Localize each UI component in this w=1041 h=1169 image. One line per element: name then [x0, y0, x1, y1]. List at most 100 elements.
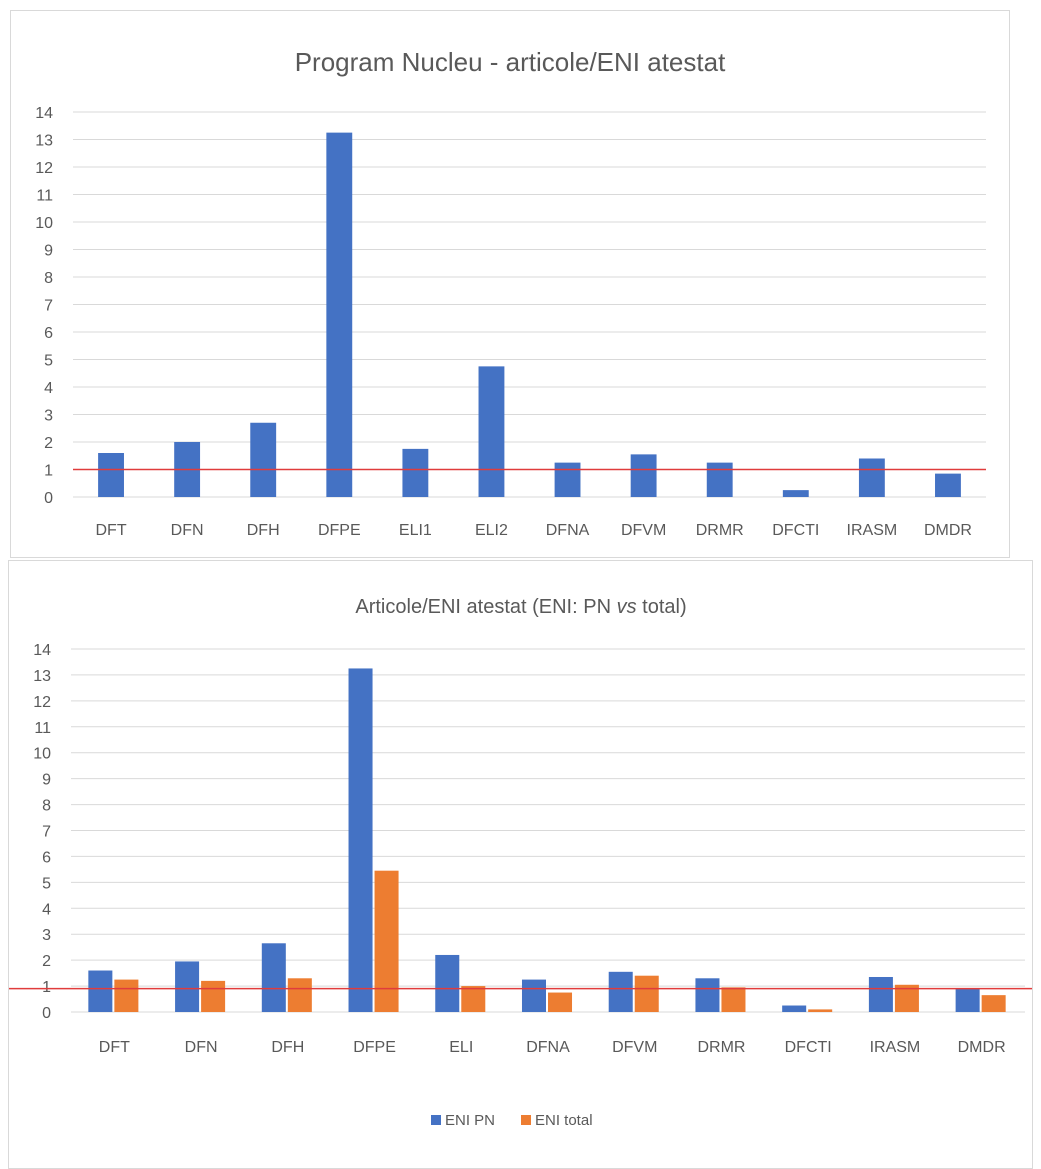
bar-dfcti: [782, 490, 809, 497]
y-tick-label: 13: [35, 133, 53, 150]
chart2-x-axis: DFT DFN DFH DFPE ELI DFNA DFVM DRMR DFCTI IRASM DM…: [99, 1039, 1006, 1056]
x-tick-label: ELI1: [399, 522, 432, 539]
bar-dfpe: [326, 132, 353, 497]
bar-dfna-s1: [521, 979, 546, 1012]
x-tick-label: DFVM: [612, 1039, 657, 1056]
y-tick-label: 10: [33, 746, 51, 763]
bar-dfvm: [630, 454, 657, 497]
chart1-title: Program Nucleu - articole/ENI atestat: [295, 47, 726, 77]
chart1-svg: Program Nucleu - articole/ENI atestat 0 1…: [35, 47, 986, 539]
y-tick-label: 7: [42, 824, 51, 841]
bar-dfh-s2: [287, 978, 312, 1012]
x-tick-label: DRMR: [696, 522, 744, 539]
x-tick-label: IRASM: [847, 522, 898, 539]
chart1-bars: [98, 132, 961, 497]
bar-drmr-s2: [721, 987, 746, 1012]
bar-dfvm-s1: [608, 971, 633, 1012]
bar-dfh-s1: [261, 943, 286, 1012]
y-tick-label: 6: [44, 325, 53, 342]
y-tick-label: 2: [42, 953, 51, 970]
chart-program-nucleu: Program Nucleu - articole/ENI atestat 0 1…: [10, 10, 1010, 558]
legend-swatch: [521, 1115, 531, 1125]
bar-dft: [98, 453, 124, 497]
x-tick-label: DFH: [271, 1039, 304, 1056]
y-tick-label: 14: [35, 105, 53, 122]
x-tick-label: DFT: [95, 522, 126, 539]
y-tick-label: 3: [42, 927, 51, 944]
bar-eli-s1: [435, 954, 460, 1012]
x-tick-label: DFCTI: [772, 522, 819, 539]
x-tick-label: DMDR: [924, 522, 972, 539]
bar-eli1: [402, 448, 429, 497]
x-tick-label: DRMR: [697, 1039, 745, 1056]
bar-irasm: [858, 458, 885, 497]
y-tick-label: 2: [44, 435, 53, 452]
chart1-gridlines: [73, 111, 986, 498]
legend-label: ENI total: [535, 1112, 593, 1129]
y-tick-label: 11: [36, 188, 53, 205]
y-tick-label: 6: [42, 849, 51, 866]
y-tick-label: 10: [35, 215, 53, 232]
chart2-svg: Articole/ENI atestat (ENI: PN vs total) …: [9, 596, 1032, 1129]
x-tick-label: DFCTI: [785, 1039, 832, 1056]
bar-eli-s2: [461, 986, 486, 1012]
y-tick-label: 14: [33, 642, 51, 659]
bar-dfn-s1: [175, 961, 200, 1012]
x-tick-label: ELI2: [475, 522, 508, 539]
y-tick-label: 0: [44, 490, 53, 507]
bar-dfcti-s1: [782, 1005, 807, 1012]
bar-irasm-s1: [868, 976, 893, 1012]
y-tick-label: 1: [42, 979, 51, 996]
chart-articole-eni: Articole/ENI atestat (ENI: PN vs total) …: [8, 560, 1033, 1169]
y-tick-label: 8: [42, 798, 51, 815]
chart2-bars: [88, 668, 1006, 1012]
bar-dmdr-s1: [955, 988, 980, 1012]
bar-drmr: [706, 462, 733, 497]
x-tick-label: ELI: [449, 1039, 473, 1056]
chart2-legend: ENI PN ENI total: [431, 1112, 593, 1129]
x-tick-label: DFNA: [526, 1039, 570, 1056]
x-tick-label: DFN: [171, 522, 204, 539]
y-tick-label: 0: [42, 1005, 51, 1022]
x-tick-label: DFVM: [621, 522, 666, 539]
bar-dfpe-s1: [348, 668, 373, 1012]
y-tick-label: 5: [44, 353, 53, 370]
bar-dfna-s2: [548, 992, 573, 1012]
y-tick-label: 7: [44, 298, 53, 315]
y-tick-label: 9: [42, 772, 51, 789]
bar-drmr-s1: [695, 978, 720, 1012]
y-tick-label: 9: [44, 243, 53, 260]
bar-dfh: [250, 422, 277, 497]
bar-dfn-s2: [201, 980, 226, 1012]
x-tick-label: DFN: [185, 1039, 218, 1056]
x-tick-label: DFH: [247, 522, 280, 539]
legend-label: ENI PN: [445, 1112, 495, 1129]
y-tick-label: 4: [44, 380, 53, 397]
x-tick-label: DFT: [99, 1039, 130, 1056]
chart2-gridlines: [71, 648, 1025, 1013]
bar-dmdr: [935, 473, 961, 497]
y-tick-label: 12: [35, 160, 53, 177]
x-tick-label: DFPE: [318, 522, 361, 539]
chart2-title: Articole/ENI atestat (ENI: PN vs total): [355, 596, 686, 618]
bar-dfpe-s2: [374, 870, 399, 1012]
y-tick-label: 5: [42, 875, 51, 892]
bar-eli2: [478, 366, 505, 497]
chart2-title-part1: Articole/ENI atestat (ENI: PN: [355, 596, 616, 618]
y-tick-label: 8: [44, 270, 53, 287]
chart2-title-part2: total): [637, 596, 687, 618]
bar-dmdr-s2: [981, 995, 1006, 1012]
y-tick-label: 11: [34, 720, 51, 737]
x-tick-label: DMDR: [958, 1039, 1006, 1056]
bar-dft-s2: [114, 979, 139, 1012]
x-tick-label: DFNA: [546, 522, 590, 539]
y-tick-label: 12: [33, 694, 51, 711]
bar-dfcti-s2: [808, 1009, 833, 1012]
chart2-title-vs: vs: [617, 596, 637, 618]
y-tick-label: 13: [33, 668, 51, 685]
bar-dft-s1: [88, 970, 113, 1012]
y-tick-label: 1: [44, 463, 53, 480]
y-tick-label: 4: [42, 901, 51, 918]
